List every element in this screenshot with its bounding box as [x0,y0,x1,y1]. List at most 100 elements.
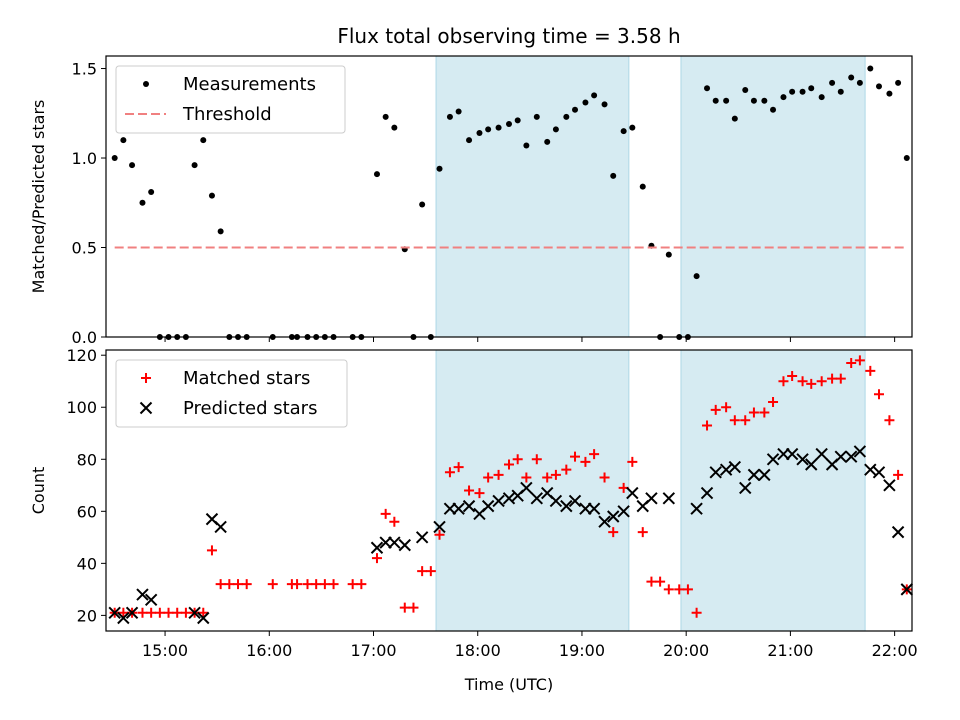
data-point [856,79,863,86]
data-point [729,415,740,426]
data-point [118,607,129,618]
data-point [180,607,191,618]
data-point [700,486,714,500]
data-point [846,358,857,369]
data-point [617,505,630,518]
data-point [766,453,780,466]
data-point [530,492,544,505]
data-point [455,108,462,115]
data-point [712,97,719,104]
data-point [893,469,904,480]
data-point [117,611,130,625]
data-point [129,162,136,169]
x-tick-label: 20:00 [663,641,709,660]
data-point [789,88,796,95]
data-point [719,463,733,476]
data-point [425,566,436,577]
x-tick-label: 18:00 [455,641,501,660]
data-point [544,138,551,145]
data-point [200,137,207,144]
legend-entry: Threshold [125,104,272,125]
data-point [514,117,521,124]
data-point [663,584,674,595]
data-point [780,94,787,101]
data-point [796,453,809,466]
data-point [549,494,563,508]
data-point [806,378,817,389]
data-point [520,481,533,495]
legend: Measurements Threshold [115,65,346,134]
y-tick-label: 0.0 [72,328,97,347]
data-point [233,579,244,590]
data-point [739,481,752,495]
data-point [214,520,227,534]
data-point [665,251,672,258]
data-point [493,469,504,480]
data-point [197,611,210,625]
data-point [662,492,676,505]
data-point [111,155,118,162]
data-point [702,420,713,431]
data-point [816,376,827,387]
data-point [837,88,844,95]
top-panel: 0.0 0.5 1.0 1.5 Matched/Predicted stars Measu… [29,55,913,347]
data-point [589,449,600,460]
data-point [770,106,777,113]
data-point [492,494,505,508]
data-point [646,576,657,587]
data-point [875,83,882,90]
observing-window [435,55,630,338]
data-point [864,463,877,476]
data-point [370,541,384,554]
data-point [502,492,516,505]
data-point [835,373,846,384]
data-point [380,508,391,519]
data-point [198,607,209,618]
data-point [797,376,808,387]
data-point [891,525,905,539]
data-point [599,472,610,483]
data-point [485,126,492,133]
data-point [610,172,617,179]
data-point [768,397,779,408]
data-point [587,502,601,515]
data-point [844,450,858,463]
data-point [139,199,146,206]
figure-title: Flux total observing time = 3.58 h [337,24,680,48]
data-point [531,454,542,465]
data-point [827,373,838,384]
data-point [886,90,893,97]
x-tick-label: 22:00 [872,641,918,660]
data-point [639,183,646,190]
data-point [217,228,224,235]
bottom-panel: 20 40 60 80 100 120 15:00 16:00 17:00 18:00 19:00 2… [29,346,918,694]
data-point [787,371,798,382]
data-point [645,492,658,505]
data-point [446,113,453,120]
data-point [125,606,139,619]
x-tick-label: 21:00 [767,641,813,660]
data-point [608,527,619,538]
data-point [601,101,608,108]
data-point [691,607,702,618]
y-tick-label: 60 [77,502,97,521]
data-point [328,579,339,590]
observing-window [680,55,866,338]
data-point [591,92,598,99]
data-point [462,499,476,513]
data-point [241,579,252,590]
data-point [399,602,410,613]
data-point [709,466,722,479]
data-point [805,458,818,471]
data-point [620,128,627,135]
legend-entry: Measurements [143,74,316,95]
data-point [674,584,685,595]
data-point [872,466,886,479]
plot-frame [105,349,913,632]
data-point [758,468,771,482]
data-point [721,402,732,413]
data-point [388,536,401,549]
data-point [191,162,198,169]
data-point [818,94,825,101]
